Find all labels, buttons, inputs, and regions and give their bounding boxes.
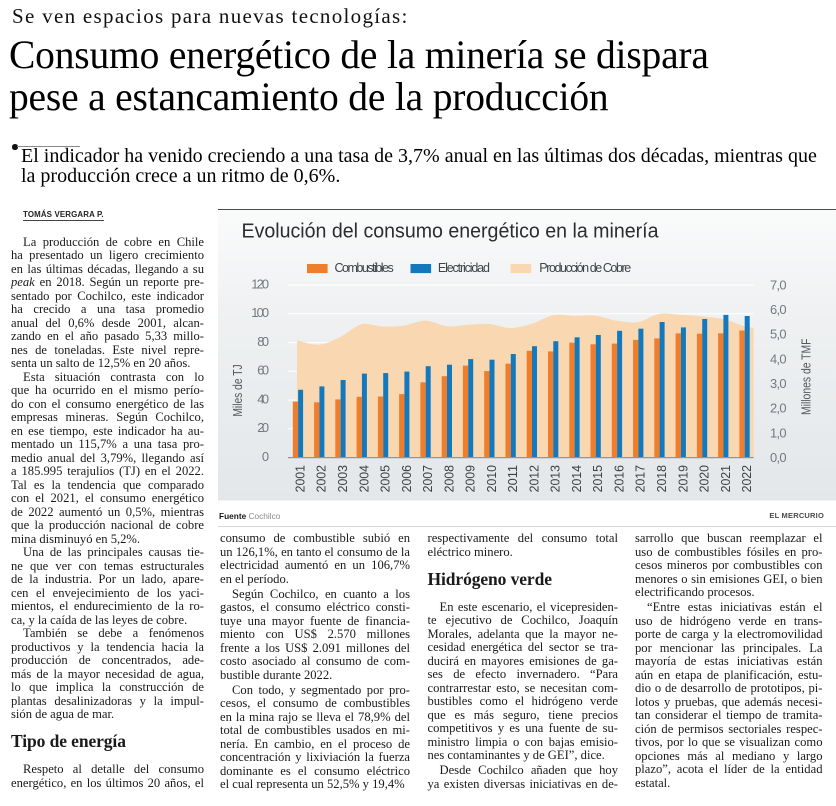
svg-text:2019: 2019 xyxy=(675,465,690,492)
svg-text:2009: 2009 xyxy=(463,465,478,492)
svg-text:7,0: 7,0 xyxy=(770,277,787,292)
svg-text:60: 60 xyxy=(257,363,269,378)
svg-text:2004: 2004 xyxy=(356,465,371,492)
svg-text:2006: 2006 xyxy=(399,465,414,492)
svg-text:20: 20 xyxy=(257,420,269,435)
svg-text:Electricidad: Electricidad xyxy=(438,261,490,275)
svg-text:2005: 2005 xyxy=(378,465,393,492)
svg-text:2003: 2003 xyxy=(335,465,350,492)
svg-text:2001: 2001 xyxy=(293,465,308,492)
svg-text:5,0: 5,0 xyxy=(770,327,787,342)
svg-text:2022: 2022 xyxy=(739,465,754,492)
svg-text:80: 80 xyxy=(257,334,269,349)
svg-text:2007: 2007 xyxy=(420,465,435,492)
svg-text:2014: 2014 xyxy=(569,465,584,492)
svg-text:3,0: 3,0 xyxy=(770,376,787,391)
svg-text:40: 40 xyxy=(257,391,269,406)
svg-text:2013: 2013 xyxy=(548,465,563,492)
svg-text:2002: 2002 xyxy=(314,465,329,492)
svg-text:120: 120 xyxy=(251,276,269,291)
svg-text:2016: 2016 xyxy=(612,465,627,492)
svg-text:4,0: 4,0 xyxy=(770,351,787,366)
svg-text:2010: 2010 xyxy=(484,465,499,492)
svg-text:2018: 2018 xyxy=(654,465,669,492)
svg-text:2,0: 2,0 xyxy=(770,401,787,416)
svg-text:2011: 2011 xyxy=(505,465,520,492)
svg-text:2012: 2012 xyxy=(526,465,541,492)
svg-text:100: 100 xyxy=(251,305,269,320)
svg-text:Evolución del consumo energéti: Evolución del consumo energético en la m… xyxy=(242,221,660,243)
svg-text:0,0: 0,0 xyxy=(770,450,787,465)
svg-text:Combustibles: Combustibles xyxy=(335,261,394,275)
svg-text:0: 0 xyxy=(262,449,269,464)
svg-text:1,0: 1,0 xyxy=(770,425,787,440)
svg-text:Producción de Cobre: Producción de Cobre xyxy=(539,261,631,275)
svg-text:2021: 2021 xyxy=(718,465,733,492)
svg-text:2008: 2008 xyxy=(441,465,456,492)
svg-text:2020: 2020 xyxy=(697,465,712,492)
svg-text:Millones de TMF: Millones de TMF xyxy=(799,338,814,415)
svg-text:2017: 2017 xyxy=(633,465,648,492)
svg-text:6,0: 6,0 xyxy=(770,302,787,317)
svg-text:2015: 2015 xyxy=(590,465,605,492)
svg-text:Miles de TJ: Miles de TJ xyxy=(230,364,245,416)
